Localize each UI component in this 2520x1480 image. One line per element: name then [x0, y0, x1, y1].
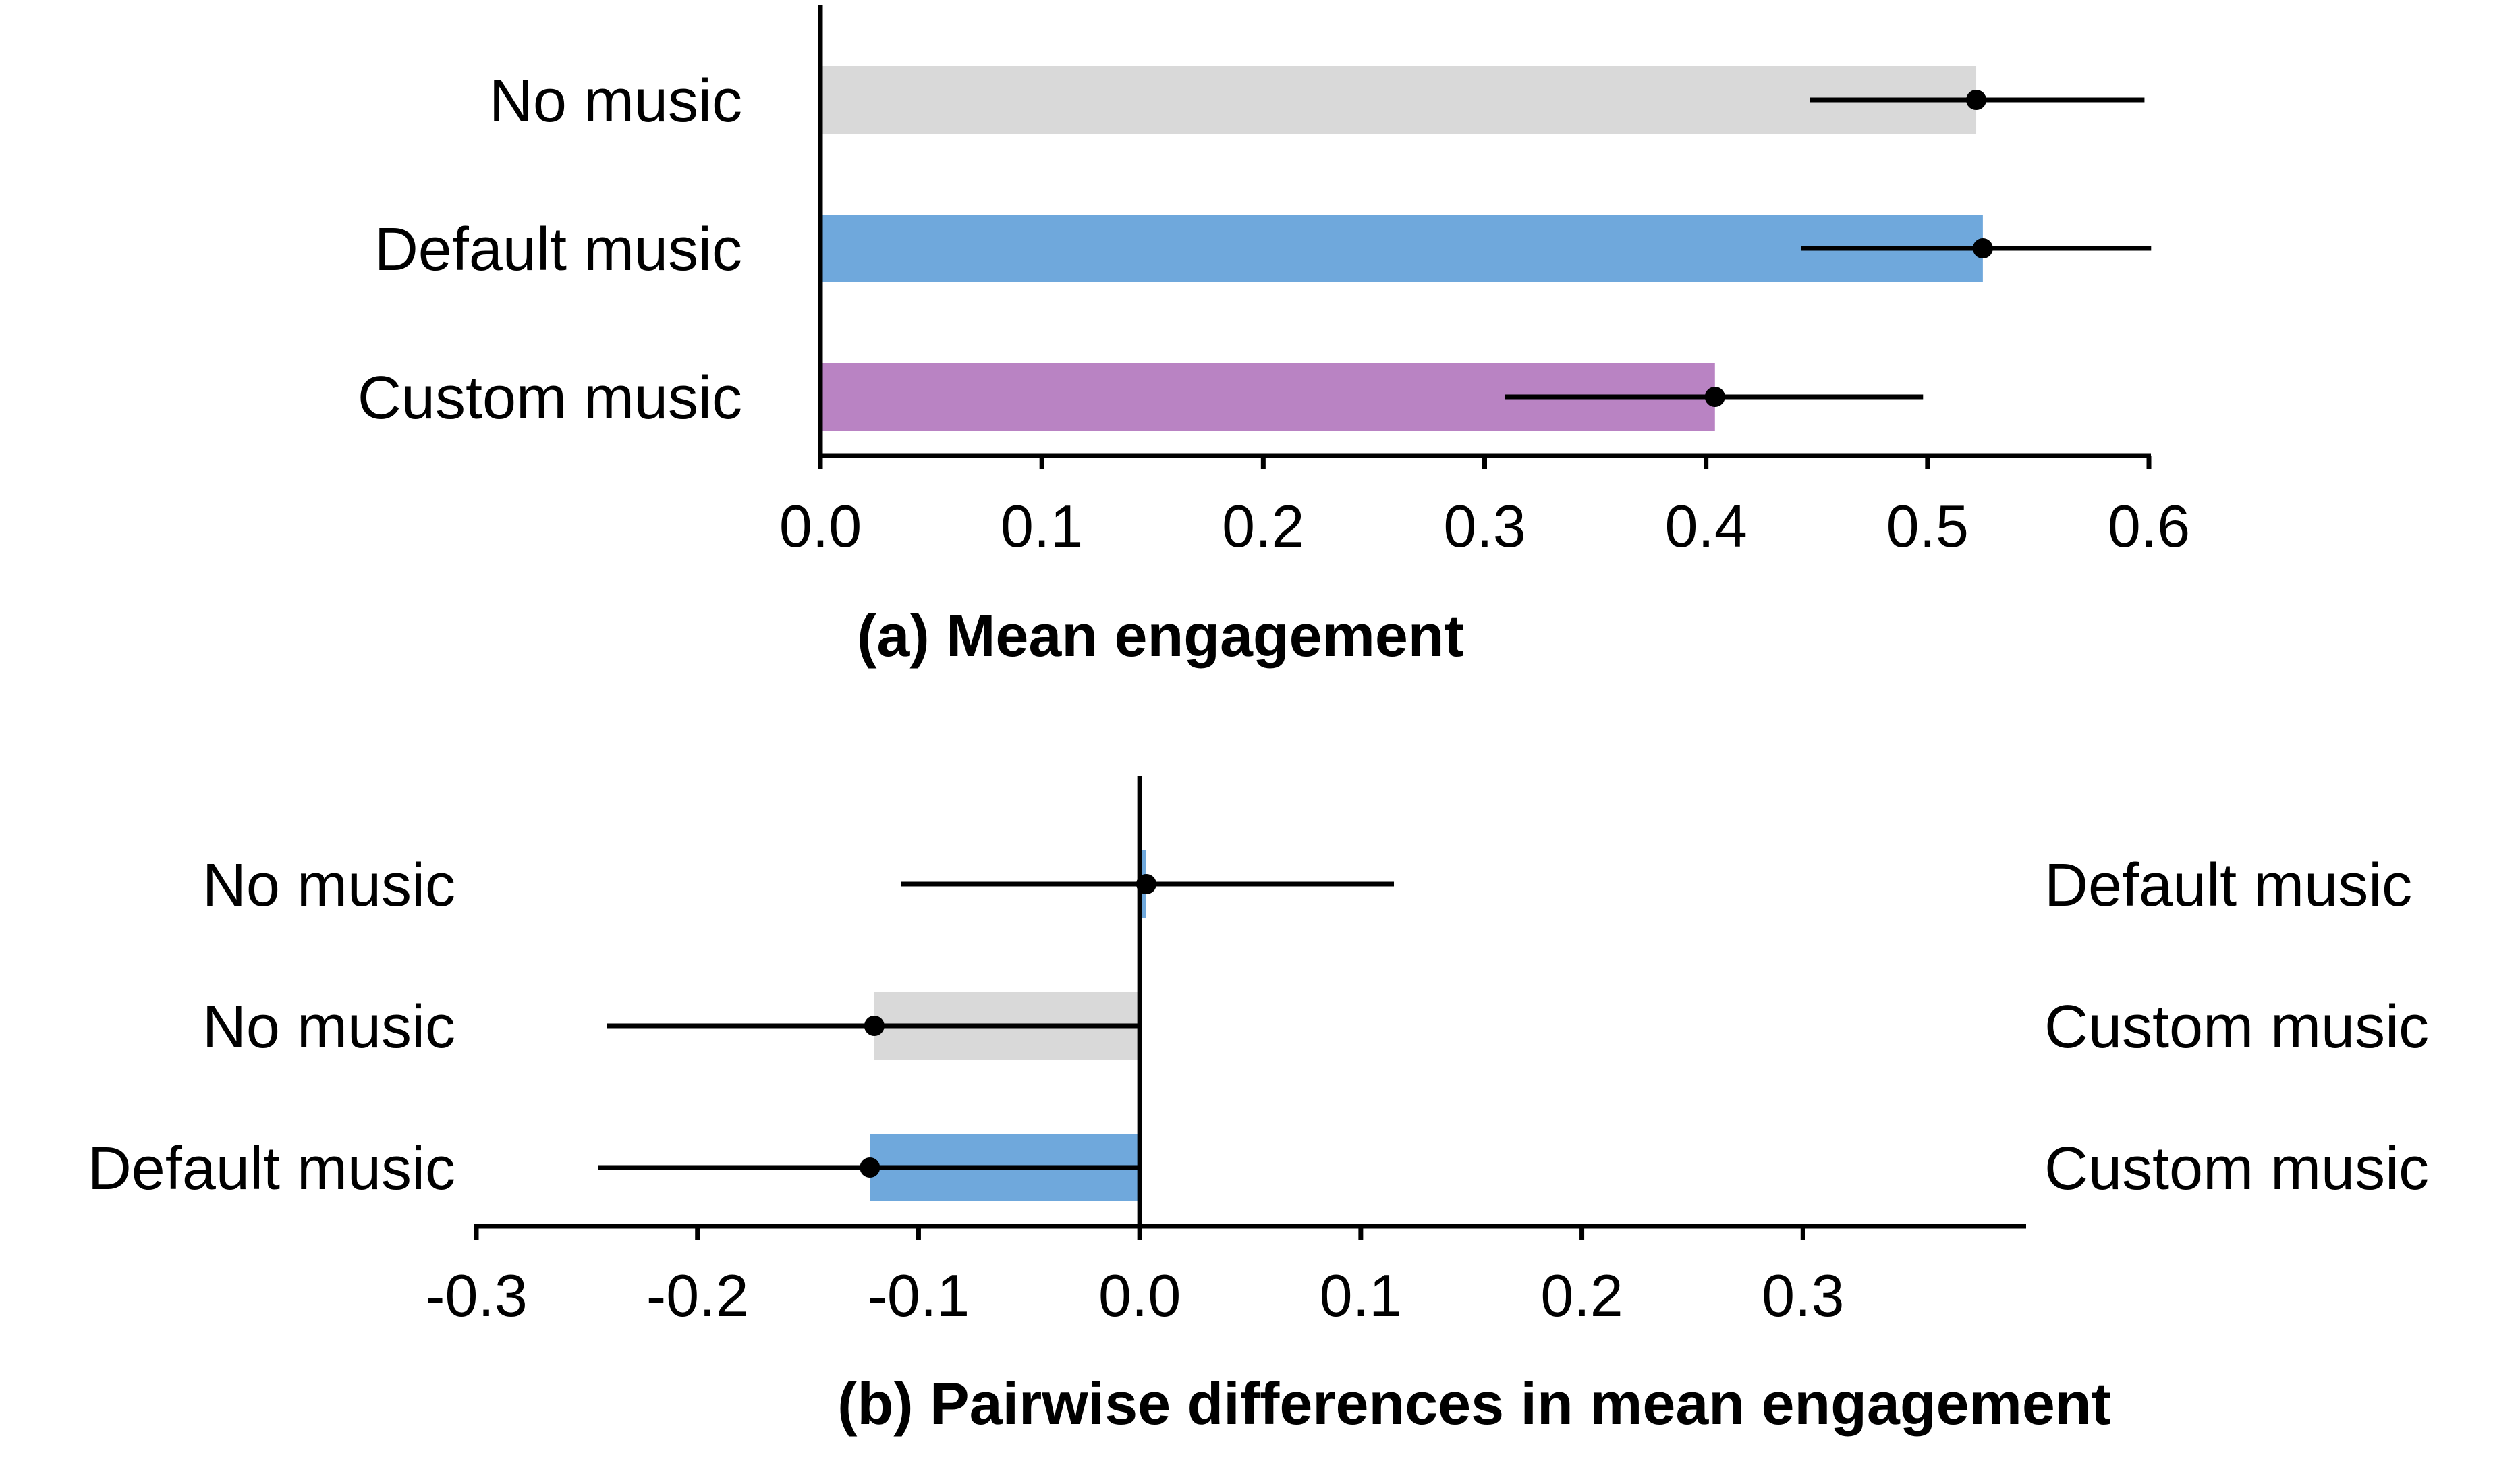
point-0	[1966, 90, 1987, 110]
point-1	[1972, 238, 1993, 258]
category-label-0: No music	[489, 67, 742, 135]
x-tick-label-0: -0.3	[425, 1262, 528, 1329]
left-category-label-1: No music	[202, 993, 455, 1061]
x-tick-label-6: 0.6	[2108, 493, 2190, 559]
x-tick-label-6: 0.3	[1762, 1262, 1844, 1329]
panel-a-mean-engagement: 0.0 0.1 0.2 0.3 0.4 0.5 0.6 No music Default mus…	[358, 5, 2190, 669]
bar-0	[820, 66, 1977, 134]
x-tick-label-3: 0.3	[1443, 493, 1525, 559]
right-category-label-2: Custom music	[2044, 1135, 2429, 1203]
x-tick-label-2: -0.1	[868, 1262, 970, 1329]
panel-b-pairwise-differences: -0.3 -0.2 -0.1 0.0 0.1 0.2 0.3 No music No music…	[88, 776, 2429, 1437]
right-category-label-1: Custom music	[2044, 993, 2429, 1061]
x-tick-label-0: 0.0	[779, 493, 862, 559]
point-2	[1704, 387, 1725, 407]
category-label-2: Custom music	[358, 364, 742, 432]
chart-title: (a) Mean engagement	[857, 602, 1464, 669]
x-tick-label-1: 0.1	[1001, 493, 1083, 559]
category-label-1: Default music	[374, 216, 742, 283]
x-tick-label-5: 0.2	[1540, 1262, 1623, 1329]
left-category-label-0: No music	[202, 852, 455, 919]
x-tick-label-4: 0.4	[1664, 493, 1747, 559]
bar-1	[820, 215, 1983, 282]
right-category-label-0: Default music	[2044, 852, 2412, 919]
chart-title: (b) Pairwise differences in mean engagem…	[837, 1370, 2111, 1437]
x-tick-label-3: 0.0	[1098, 1262, 1181, 1329]
x-tick-label-4: 0.1	[1320, 1262, 1402, 1329]
point-1	[864, 1016, 885, 1036]
point-2	[860, 1157, 880, 1178]
x-tick-label-1: -0.2	[646, 1262, 749, 1329]
x-tick-label-2: 0.2	[1222, 493, 1304, 559]
x-tick-label-5: 0.5	[1886, 493, 1969, 559]
left-category-label-2: Default music	[88, 1135, 455, 1203]
